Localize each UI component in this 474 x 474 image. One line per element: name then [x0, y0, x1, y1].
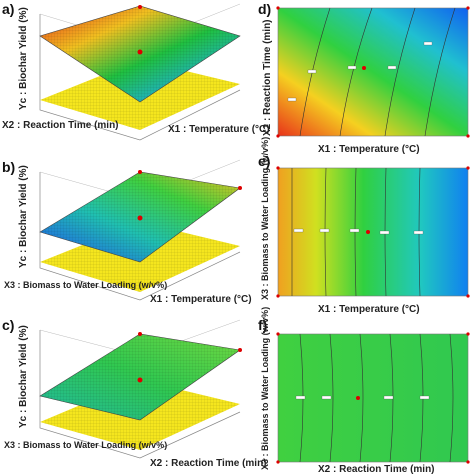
axes-box-a	[39, 14, 241, 141]
panel-e: e) X3 : Biomass to Water Loading (w/v%) …	[258, 137, 470, 315]
panel-label-a: a)	[2, 1, 14, 17]
panel-label-f: f)	[258, 317, 267, 333]
axes-box-c	[39, 330, 241, 459]
y-axis-label-c: X3 : Biomass to Water Loading (w/v%)	[4, 440, 167, 450]
z-axis-label-a: Yc : Biochar Yield (%)	[18, 7, 29, 110]
panel-label-c: c)	[2, 317, 14, 333]
x-axis-label-d: X1 : Temperature (°C)	[318, 144, 420, 155]
x-axis-label-e: X1 : Temperature (°C)	[318, 304, 420, 315]
panel-label-e: e)	[258, 153, 270, 169]
center-point-b	[137, 215, 143, 221]
x-axis-label-c: X2 : Reaction Time (min)	[150, 458, 267, 469]
y-axis-label-d: X2 : Reaction Time (min)	[262, 19, 273, 136]
x-axis-label-a: X1 : Temperature (°C)	[168, 124, 270, 135]
panel-label-b: b)	[2, 159, 15, 175]
contour-plot-d	[277, 7, 469, 137]
panel-b: b) Yc : Biochar Yield (%) X3 : Biomass t…	[2, 159, 252, 305]
y-axis-label-a: X2 : Reaction Time (min)	[2, 120, 119, 131]
y-axis-label-e: X3 : Biomass to Water Loading (w/v%)	[260, 137, 270, 300]
design-point-a	[138, 5, 142, 9]
z-axis-label-c: Yc : Biochar Yield (%)	[18, 325, 29, 428]
y-axis-label-f: X3 : Biomass to Water Loading (w/v%)	[260, 307, 270, 470]
contour-plot-f	[277, 333, 469, 463]
center-point-f	[356, 396, 360, 400]
center-point-a	[137, 49, 143, 55]
panel-c: c) Yc : Biochar Yield (%) X3 : Biomass t…	[2, 317, 267, 469]
center-point-d	[362, 66, 366, 70]
center-point-c	[137, 377, 143, 383]
x-axis-label-b: X1 : Temperature (°C)	[150, 294, 252, 305]
x-axis-label-f: X2 : Reaction Time (min)	[318, 464, 435, 474]
panel-f: f) X3 : Biomass to Water Loading (w/v%) …	[258, 307, 470, 474]
panel-d: d) X2 : Reaction Time (min) X1 : Tempera…	[258, 1, 470, 155]
z-axis-label-b: Yc : Biochar Yield (%)	[18, 165, 29, 268]
contour-plot-e	[277, 167, 469, 297]
y-axis-label-b: X3 : Biomass to Water Loading (w/v%)	[4, 280, 167, 290]
panel-label-d: d)	[258, 1, 271, 17]
axes-box-b	[39, 172, 241, 301]
center-point-e	[366, 230, 370, 234]
panel-a: a) Yc : Biochar Yield (%) X2 : Reaction …	[2, 1, 270, 141]
